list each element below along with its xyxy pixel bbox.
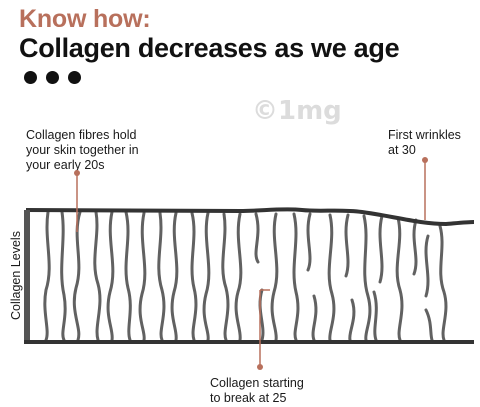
skin-surface-line: [25, 207, 475, 227]
fibre: [60, 210, 67, 342]
callout-break: [257, 289, 270, 370]
collagen-fibres: [43, 210, 448, 342]
fibre: [306, 212, 312, 272]
fibre: [138, 211, 147, 342]
fibre: [258, 288, 265, 342]
fibre: [438, 224, 448, 342]
fibre: [124, 210, 132, 342]
page-title: Collagen decreases as we age: [19, 33, 400, 63]
fibre: [395, 216, 404, 342]
annotation-line: Collagen fibres hold: [26, 128, 137, 142]
fibre: [72, 210, 82, 342]
fibre: [424, 308, 434, 342]
section-kicker: Know how:: [19, 5, 151, 33]
fibre: [344, 213, 350, 278]
fibre: [202, 211, 211, 342]
fibre: [378, 214, 384, 284]
callout-dot: [422, 157, 428, 163]
fibre: [424, 234, 430, 298]
fibre: [157, 211, 166, 342]
fibre: [327, 213, 336, 342]
fibre: [362, 214, 372, 342]
fibre: [170, 211, 179, 342]
annotation-line: your early 20s: [26, 158, 105, 172]
dot-3: [68, 71, 81, 84]
fibre: [292, 212, 300, 342]
annotation-line: your skin together in: [26, 143, 139, 157]
callout-dot: [74, 170, 80, 176]
fibre: [190, 211, 198, 342]
annotation-line: Collagen starting: [210, 376, 304, 390]
dot-1: [24, 71, 37, 84]
annotation-line: to break at 25: [210, 391, 287, 405]
annotation-early-20s: Collagen fibres hold your skin together …: [26, 128, 176, 173]
more-dots-icon: [24, 71, 81, 84]
callout-wrinkles: [422, 157, 428, 220]
fibre: [254, 212, 260, 264]
dot-2: [46, 71, 59, 84]
callout-dot: [257, 364, 263, 370]
fibre: [234, 212, 243, 342]
fibre: [43, 210, 51, 342]
skin-left-edge: [24, 210, 30, 342]
callout-early-20s: [74, 170, 80, 232]
annotation-break: Collagen starting to break at 25: [210, 376, 350, 406]
fibre: [106, 210, 115, 342]
fibre: [221, 212, 230, 342]
watermark-logo: ©1mg: [252, 96, 342, 126]
annotation-line: at 30: [388, 143, 416, 157]
fibre: [372, 290, 378, 342]
annotation-line: First wrinkles: [388, 128, 461, 142]
fibre: [270, 212, 279, 342]
fibre: [93, 210, 102, 342]
annotation-wrinkles: First wrinkles at 30: [388, 128, 478, 158]
fibre: [412, 218, 418, 276]
fibre: [348, 298, 356, 342]
fibre: [311, 294, 318, 342]
